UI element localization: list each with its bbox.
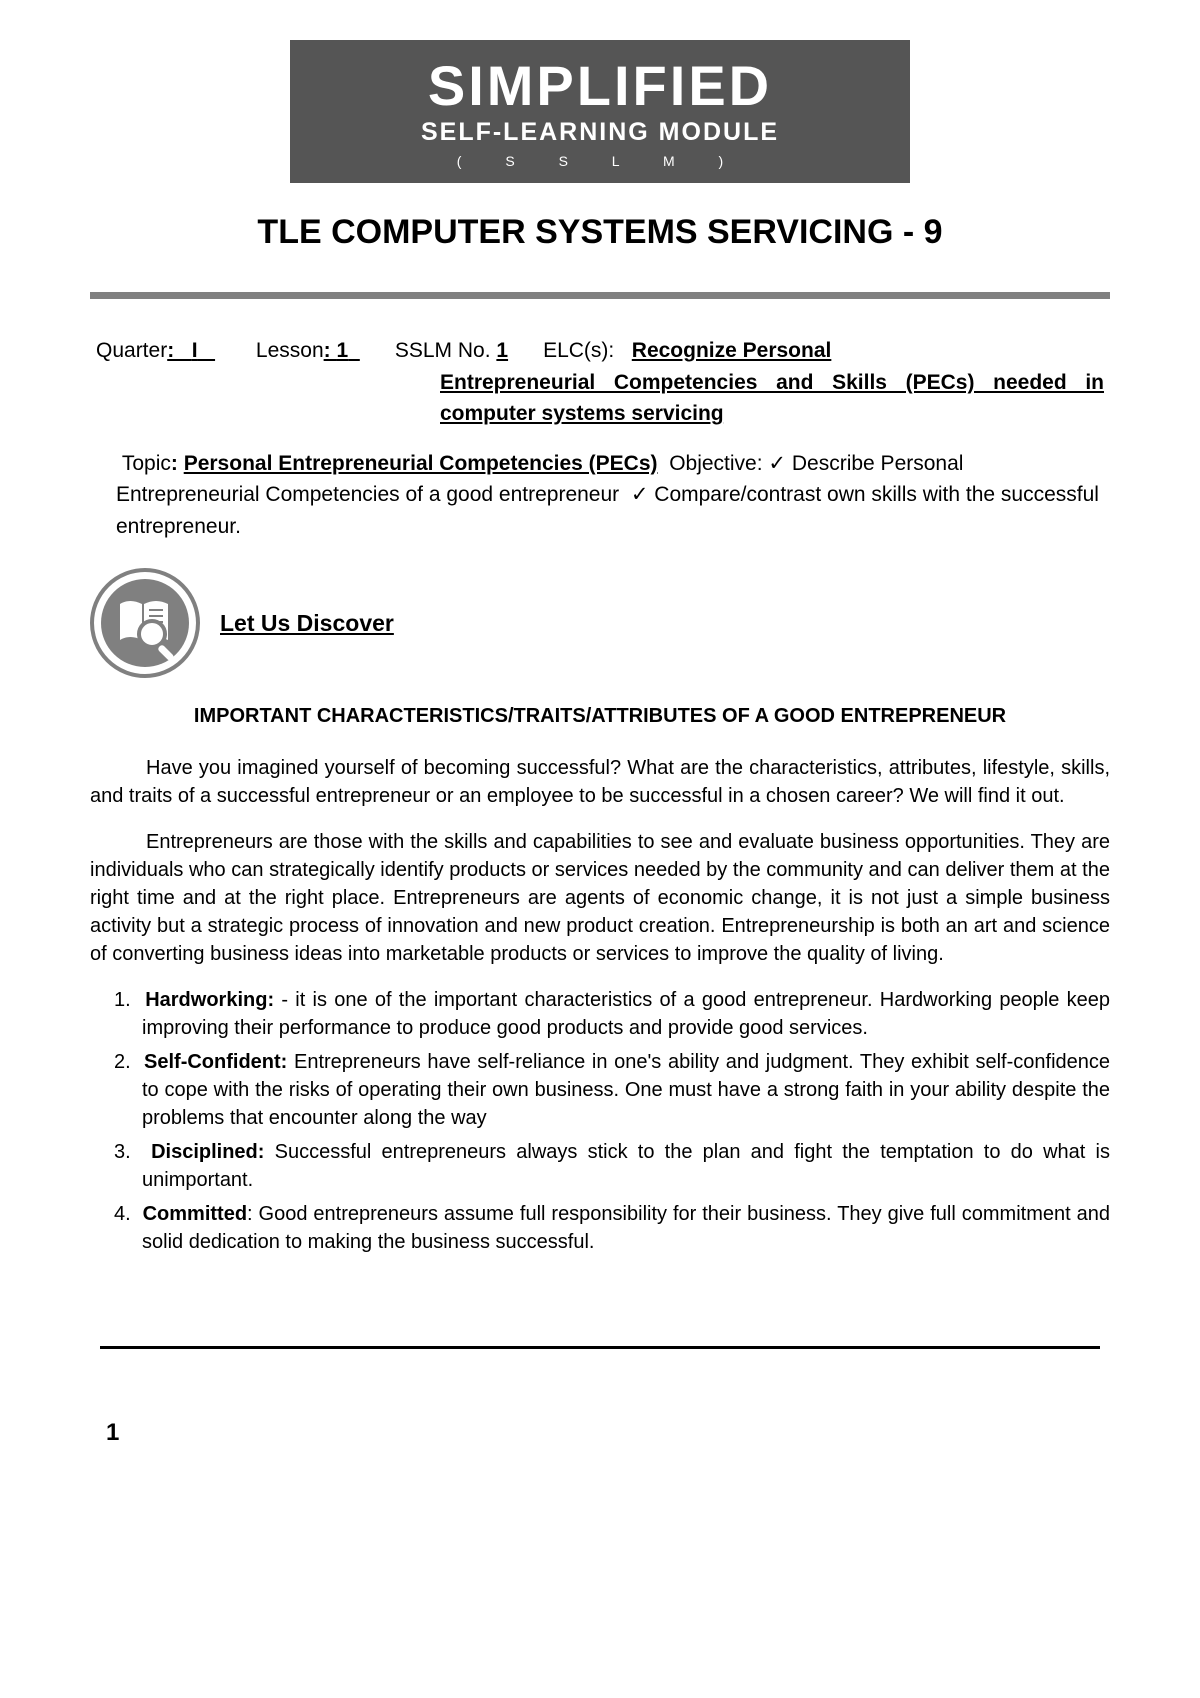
trait-desc: - it is one of the important characteris… [142,989,1110,1039]
discover-heading: Let Us Discover [220,610,394,637]
lesson-label: Lesson [256,339,324,362]
divider-thick [90,292,1110,299]
sslm-value: 1 [496,339,508,362]
trait-num: 2. [114,1051,131,1073]
meta-line-1: Quarter: I Lesson: 1 SSLM No. 1 ELC(s): … [96,335,1104,367]
quarter-colon: : [167,339,192,362]
footer-rule [100,1346,1100,1349]
document-page: SIMPLIFIED SELF-LEARNING MODULE ( S S L … [0,0,1200,1698]
topic-value: Personal Entrepreneurial Competencies (P… [184,452,658,475]
objective-label: Objective: [669,452,762,475]
module-banner: SIMPLIFIED SELF-LEARNING MODULE ( S S L … [290,40,910,183]
traits-list: 1. Hardworking: - it is one of the impor… [90,986,1110,1256]
banner-title: SIMPLIFIED [320,58,880,114]
sslm-label: SSLM No. [395,339,491,362]
quarter-label: Quarter [96,339,167,362]
trait-term: Committed [143,1203,247,1225]
elc-line1: Recognize Personal [632,339,832,362]
banner-acronym: ( S S L M ) [320,153,880,169]
topic-block: Topic: Personal Entrepreneurial Competen… [90,448,1110,543]
elc-label: ELC(s): [543,339,614,362]
trait-desc: : Good entrepreneurs assume full respons… [142,1203,1110,1253]
check-icon: ✓ [768,452,786,475]
list-item: 2. Self-Confident: Entrepreneurs have se… [114,1048,1110,1132]
trait-term: Self-Confident: [144,1051,287,1073]
check-icon: ✓ [631,483,649,506]
discover-section-header: Let Us Discover [90,568,1110,678]
book-magnifier-icon [90,568,200,678]
section-heading: IMPORTANT CHARACTERISTICS/TRAITS/ATTRIBU… [150,702,1050,730]
page-title: TLE COMPUTER SYSTEMS SERVICING - 9 [90,213,1110,252]
lesson-value: 1 [336,339,348,362]
lesson-colon: : [324,339,337,362]
trait-desc: Successful entrepreneurs always stick to… [142,1141,1110,1191]
paragraph-2: Entrepreneurs are those with the skills … [90,828,1110,968]
paragraph-1: Have you imagined yourself of becoming s… [90,754,1110,810]
list-item: 4. Committed: Good entrepreneurs assume … [114,1200,1110,1256]
trait-term: Hardworking: [145,989,274,1011]
trait-num: 3. [114,1141,131,1163]
list-item: 3. Disciplined: Successful entrepreneurs… [114,1138,1110,1194]
trait-desc: Entrepreneurs have self-reliance in one'… [142,1051,1110,1129]
topic-label: Topic [122,452,171,475]
trait-term: Disciplined: [151,1141,264,1163]
metadata-block: Quarter: I Lesson: 1 SSLM No. 1 ELC(s): … [90,335,1110,430]
list-item: 1. Hardworking: - it is one of the impor… [114,986,1110,1042]
banner-subtitle: SELF-LEARNING MODULE [320,118,880,147]
page-number: 1 [106,1419,1110,1447]
elc-continuation: Entrepreneurial Competencies and Skills … [96,367,1104,430]
trait-num: 4. [114,1203,131,1225]
trait-num: 1. [114,989,131,1011]
